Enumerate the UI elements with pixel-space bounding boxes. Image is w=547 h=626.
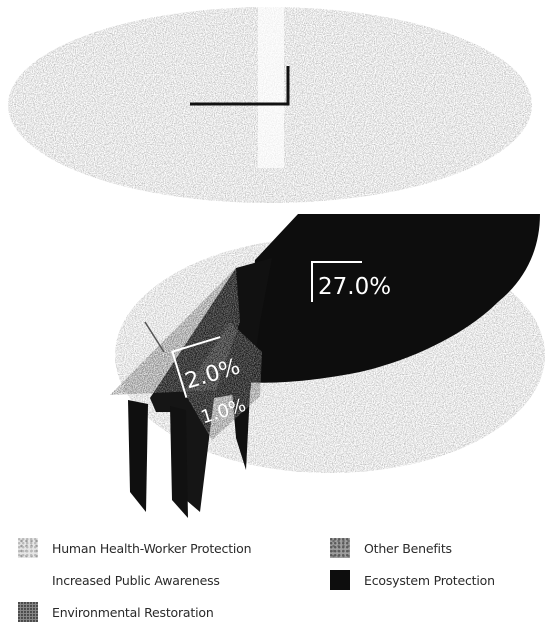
legend-label: Environmental Restoration <box>52 604 214 620</box>
legend-label: Human Health-Worker Protection <box>52 540 252 556</box>
pie-chart: 27.0% 2.0% 1.0% <box>8 6 545 518</box>
legend-item-other-benefits: Other Benefits <box>330 538 452 558</box>
legend-label: Ecosystem Protection <box>364 572 495 588</box>
legend-label: Increased Public Awareness <box>52 572 220 588</box>
slice-ecosystem-protection <box>245 214 540 383</box>
legend-swatch-light-speckle <box>18 538 38 558</box>
legend: Human Health-Worker Protection Other Ben… <box>0 528 547 626</box>
legend-swatch-solid-black <box>330 570 350 590</box>
legend-swatch-dark-speckle <box>330 538 350 558</box>
slice-human-health-worker-protection <box>8 6 532 203</box>
data-label-27: 27.0% <box>318 274 391 300</box>
legend-label: Other Benefits <box>364 540 452 556</box>
legend-swatch-blank <box>18 570 38 590</box>
data-label-ecosystem: 27.0% <box>311 261 391 302</box>
legend-swatch-mid-speckle <box>18 602 38 622</box>
slice-edge-marker <box>190 66 290 106</box>
legend-item-human-health-worker-protection: Human Health-Worker Protection <box>18 538 252 558</box>
legend-item-environmental-restoration: Environmental Restoration <box>18 602 214 622</box>
legend-item-ecosystem-protection: Ecosystem Protection <box>330 570 495 590</box>
legend-item-increased-public-awareness: Increased Public Awareness <box>18 570 220 590</box>
slice-environmental-restoration <box>110 258 272 518</box>
leader-line <box>144 321 165 353</box>
